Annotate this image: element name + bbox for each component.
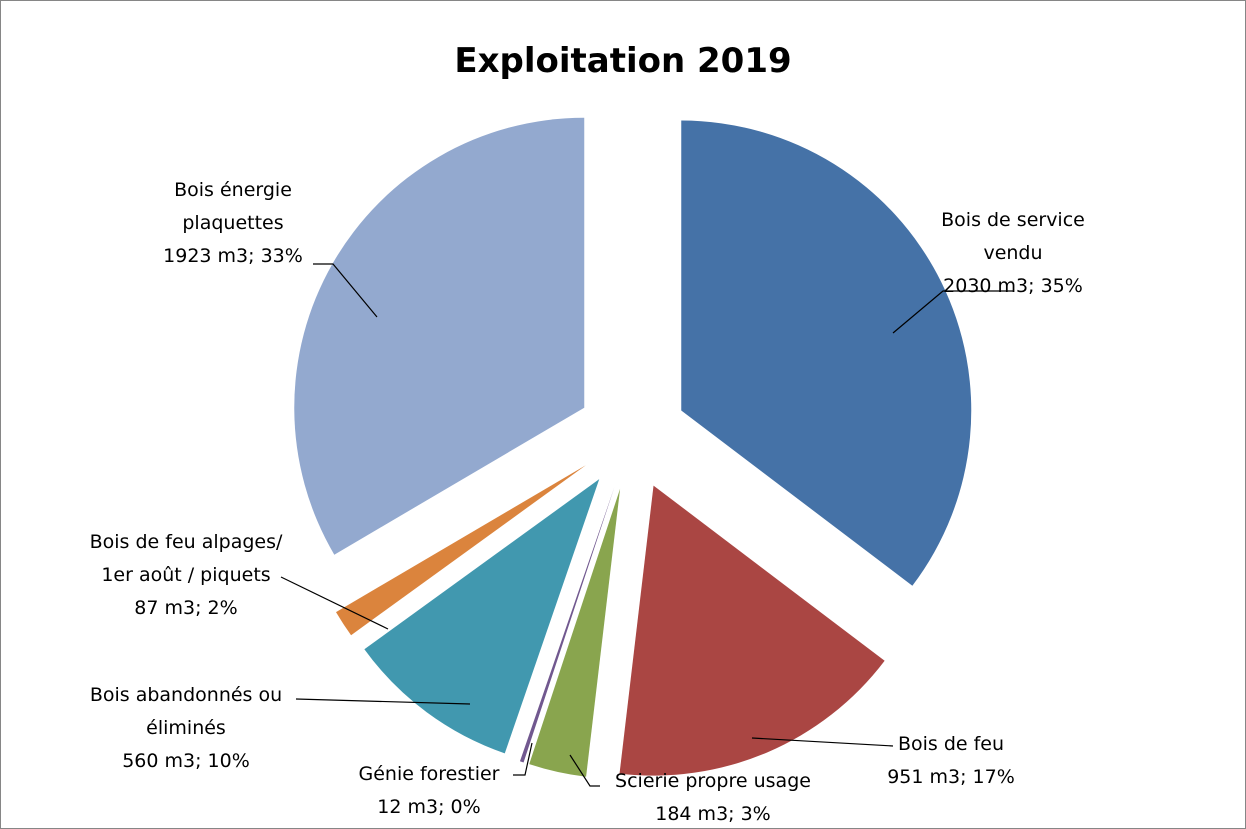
chart-title: Exploitation 2019 bbox=[454, 41, 792, 81]
leader-line bbox=[751, 737, 894, 747]
slice-label-line: éliminés bbox=[146, 717, 226, 739]
pie-slice bbox=[519, 487, 615, 763]
slice-label: Bois de feu 951 m3; 17% bbox=[887, 733, 1015, 788]
leader-line bbox=[569, 754, 600, 787]
slice-label-line: 560 m3; 10% bbox=[122, 750, 250, 772]
slice-label-line: Génie forestier bbox=[359, 763, 500, 785]
slice-label-line: 1923 m3; 33% bbox=[163, 245, 303, 267]
pie-slice bbox=[681, 120, 972, 586]
slice-label-line: 12 m3; 0% bbox=[377, 796, 480, 818]
slice-label-line: Bois énergie bbox=[174, 179, 292, 201]
leader-line bbox=[513, 742, 533, 776]
slice-label: Bois de service vendu 2030 m3; 35% bbox=[941, 209, 1085, 297]
slice-label-line: vendu bbox=[983, 242, 1042, 264]
slice-label-line: 87 m3; 2% bbox=[134, 597, 237, 619]
pie-slice bbox=[619, 485, 885, 776]
slice-label-line: plaquettes bbox=[182, 212, 283, 234]
slice-label: Scierie propre usage 184 m3; 3% bbox=[615, 770, 811, 825]
slice-label: Bois de feu alpages/1er août / piquets 87… bbox=[90, 531, 283, 619]
leader-line bbox=[892, 290, 1013, 334]
slice-label: Bois abandonnés ou éliminés 560 m3; 10% bbox=[90, 684, 282, 772]
slice-label-line: 1er août / piquets bbox=[101, 564, 270, 586]
pie-slice bbox=[364, 479, 600, 754]
slice-label: Bois énergie plaquettes 1923 m3; 33% bbox=[163, 179, 303, 267]
slice-label-line: Bois de service bbox=[941, 209, 1085, 231]
slice-label-line: 951 m3; 17% bbox=[887, 766, 1015, 788]
slice-label: Génie forestier 12 m3; 0% bbox=[359, 763, 500, 818]
slice-label-line: Scierie propre usage bbox=[615, 770, 811, 792]
slice-label-line: Bois abandonnés ou bbox=[90, 684, 282, 706]
leader-line bbox=[280, 576, 389, 630]
slice-label-line: Bois de feu bbox=[898, 733, 1004, 755]
slice-label-line: Bois de feu alpages/ bbox=[90, 531, 283, 553]
slice-label-line: 2030 m3; 35% bbox=[943, 275, 1083, 297]
pie-slice bbox=[335, 465, 586, 636]
pie-slice bbox=[294, 117, 585, 555]
pie-slice bbox=[529, 488, 621, 777]
leader-line bbox=[313, 263, 378, 318]
leader-line bbox=[295, 698, 471, 705]
slice-label-line: 184 m3; 3% bbox=[655, 803, 770, 825]
